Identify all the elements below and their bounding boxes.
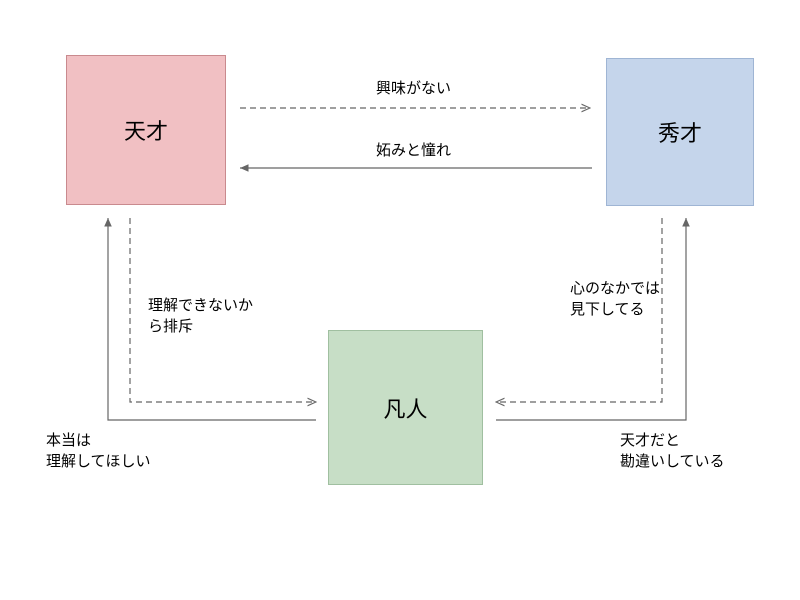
node-bonjin: 凡人 [328, 330, 483, 485]
node-label: 秀才 [658, 116, 702, 148]
node-label: 凡人 [383, 392, 427, 424]
edge-label-shusai-to-bonjin: 心のなかでは 見下してる [570, 278, 660, 320]
node-shusai: 秀才 [606, 58, 754, 206]
edge-label-tensai-to-shusai: 興味がない [376, 78, 451, 99]
edge-label-shusai-to-tensai: 妬みと憧れ [376, 140, 451, 161]
edge-label-bonjin-to-tensai: 本当は 理解してほしい [46, 430, 151, 472]
edge-label-tensai-to-bonjin: 理解できないか ら排斥 [148, 295, 253, 337]
node-label: 天才 [124, 114, 168, 146]
node-tensai: 天才 [66, 55, 226, 205]
edge-label-bonjin-to-shusai: 天才だと 勘違いしている [620, 430, 725, 472]
